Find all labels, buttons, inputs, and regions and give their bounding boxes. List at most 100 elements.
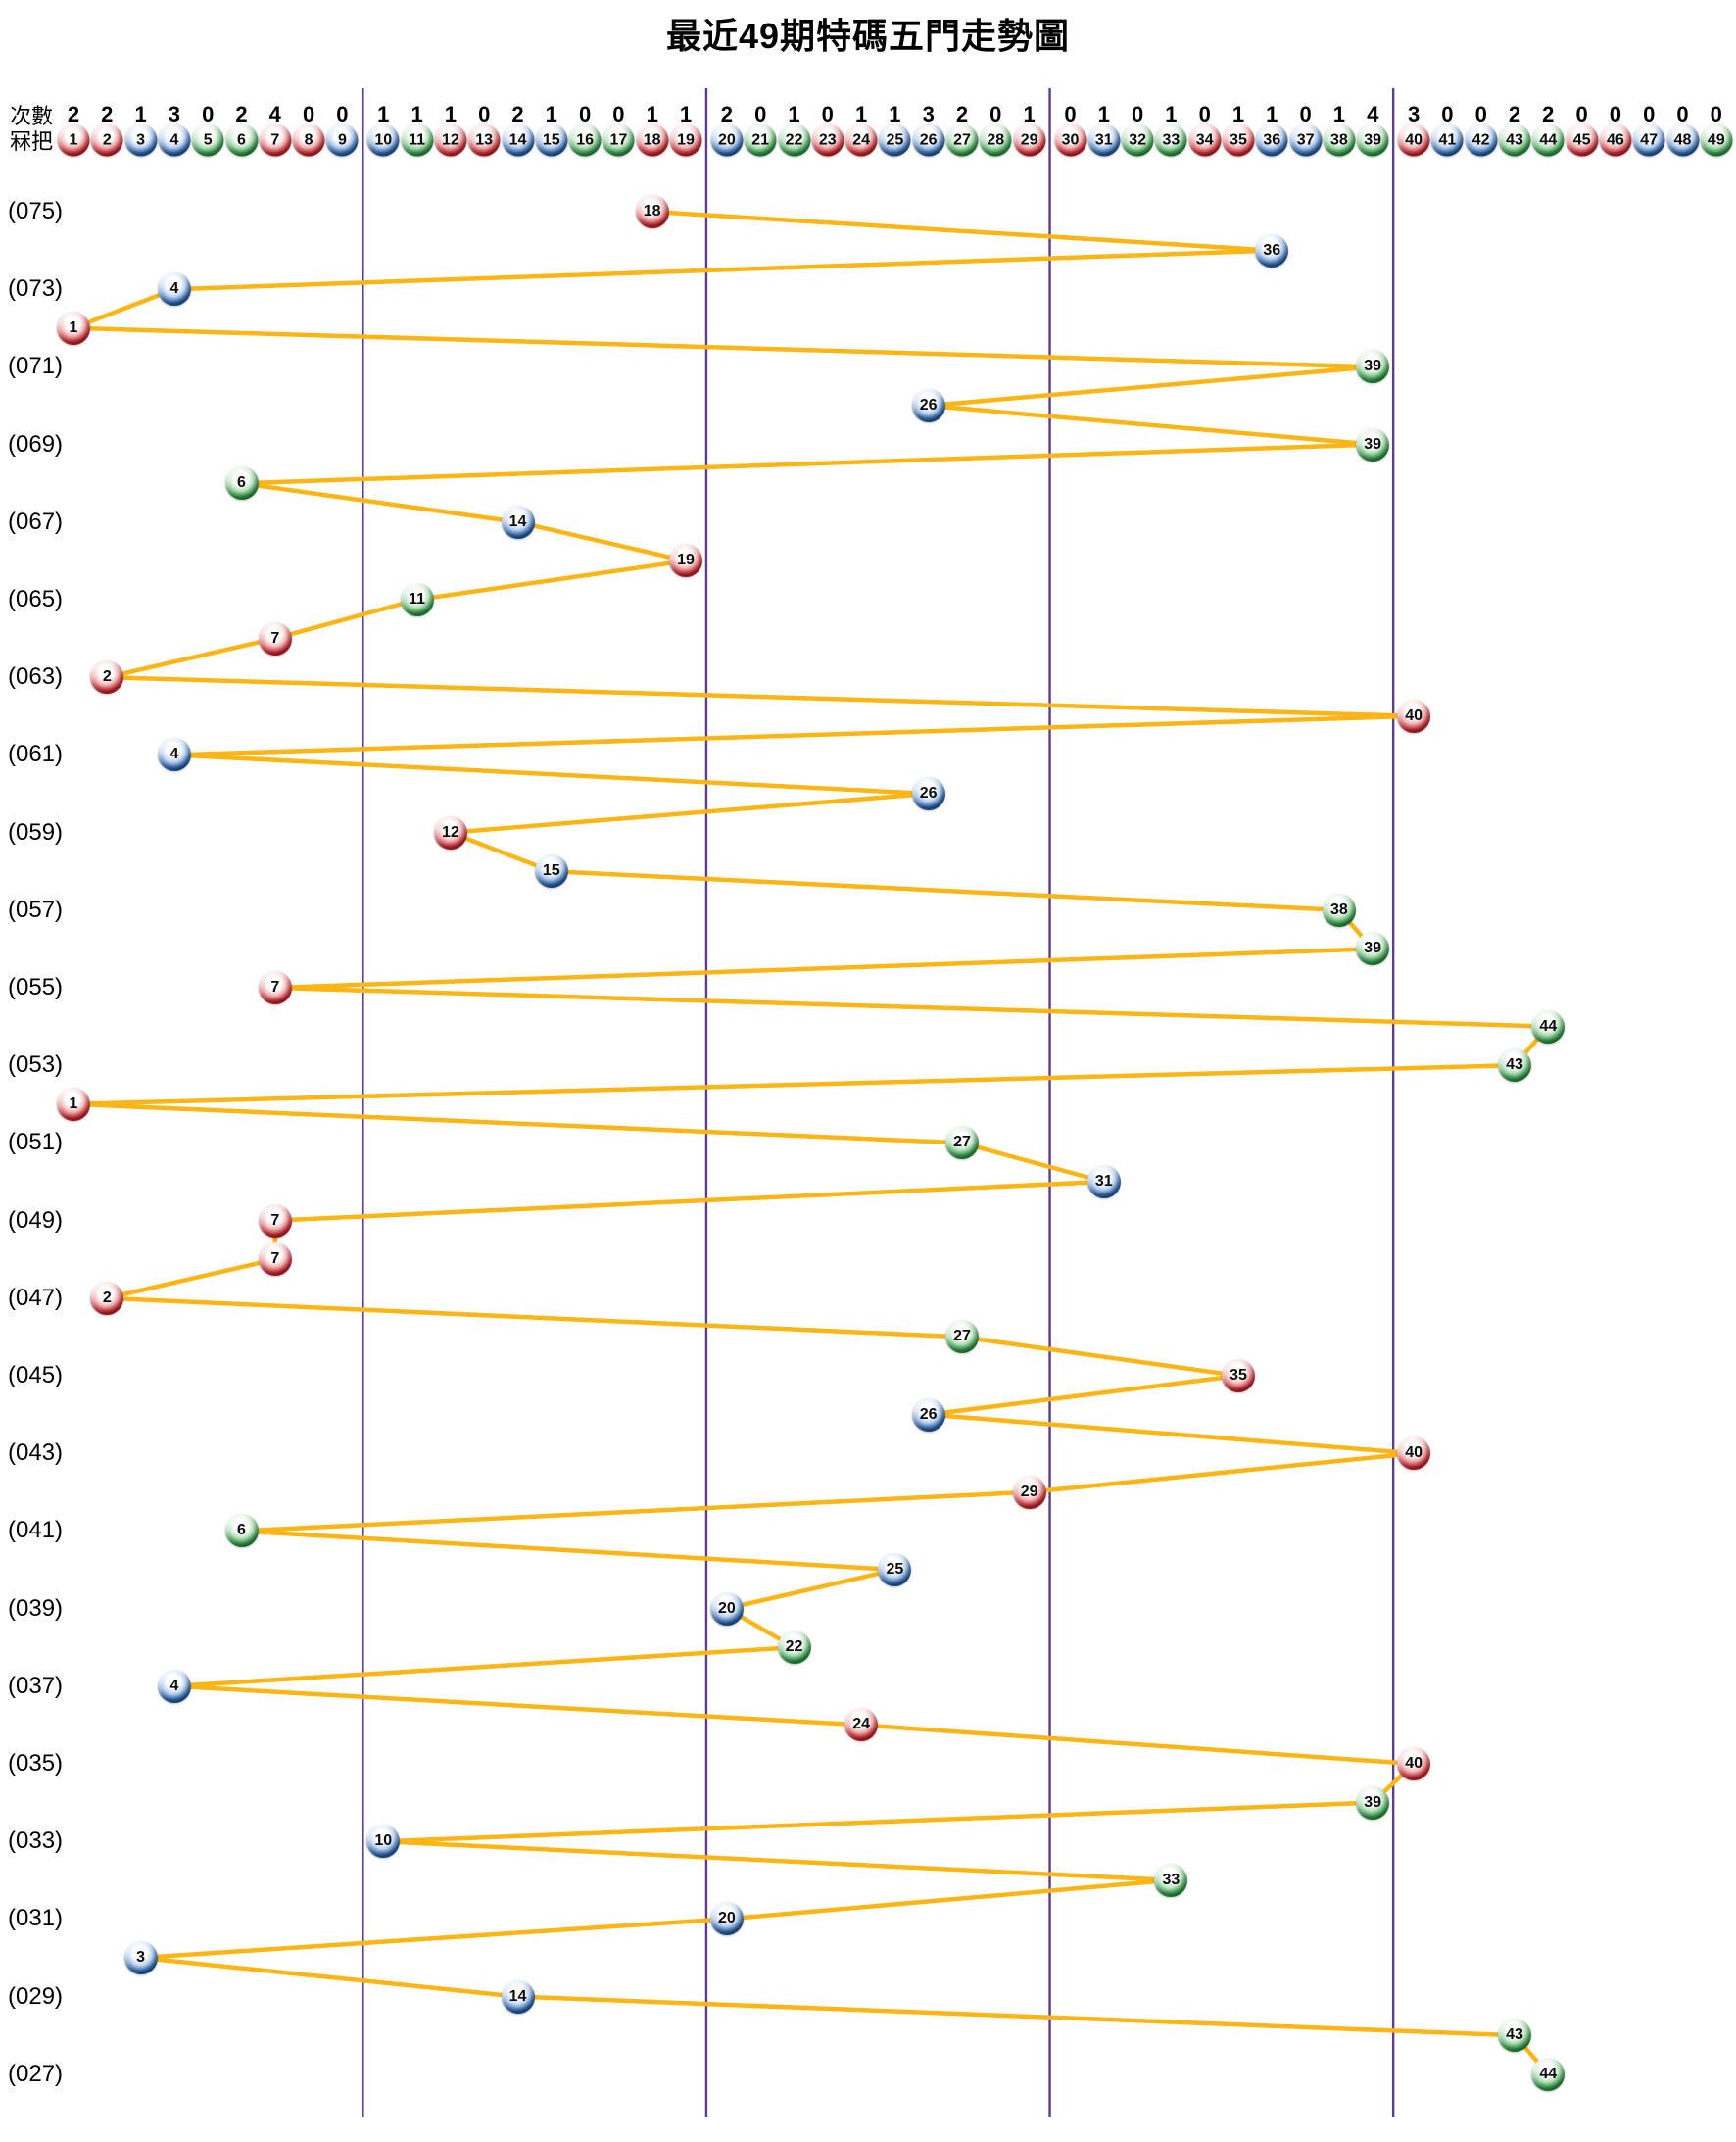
header-ball-37: 37 [1289,123,1323,157]
period-label-071: (071) [8,353,64,380]
count-value-49: 0 [1710,102,1722,126]
draw-ball-period-059: 12 [433,815,467,850]
header-ball-16: 16 [568,123,602,157]
period-label-065: (065) [8,586,64,612]
header-ball-44: 44 [1531,123,1565,157]
header-ball-6: 6 [225,123,258,157]
header-ball-24: 24 [844,123,878,157]
draw-ball-period-052: 1 [57,1087,90,1121]
header-ball-40: 40 [1397,123,1430,157]
header-ball-9: 9 [325,123,359,157]
draw-ball-period-046: 27 [945,1320,979,1354]
draw-ball-period-061: 4 [157,738,191,772]
draw-ball-period-049: 7 [258,1203,292,1238]
header-ball-2: 2 [90,123,123,157]
draw-ball-period-043: 40 [1397,1436,1431,1471]
count-value-37: 0 [1299,102,1312,126]
period-label-061: (061) [8,741,64,768]
draw-ball-period-071: 39 [1356,350,1390,384]
period-label-031: (031) [8,1905,64,1932]
draw-ball-period-065: 11 [400,583,434,616]
header-ball-11: 11 [401,123,434,157]
count-value-7: 4 [268,102,281,126]
draw-ball-period-033: 10 [366,1825,401,1859]
period-label-033: (033) [8,1827,64,1855]
count-value-24: 1 [854,102,868,126]
draw-ball-period-027: 44 [1531,2057,1566,2091]
count-value-43: 2 [1508,102,1521,126]
period-label-057: (057) [8,896,64,923]
header-ball-13: 13 [467,123,501,157]
header-ball-27: 27 [945,123,979,157]
count-value-27: 2 [955,102,969,126]
count-value-48: 0 [1676,102,1689,126]
count-value-20: 2 [720,102,734,126]
header-ball-8: 8 [292,123,325,157]
header-ball-21: 21 [744,123,777,157]
count-value-2: 2 [101,102,114,126]
header-ball-18: 18 [636,123,669,157]
period-label-053: (053) [8,1051,64,1079]
count-value-46: 0 [1609,102,1622,126]
header-ball-15: 15 [535,123,568,157]
header-ball-12: 12 [434,123,467,157]
draw-ball-period-047: 2 [90,1281,124,1315]
period-label-067: (067) [8,508,64,535]
count-value-26: 3 [922,102,935,126]
header-ball-49: 49 [1700,123,1733,157]
header-ball-41: 41 [1430,123,1464,157]
period-label-063: (063) [8,663,64,691]
draw-ball-period-036: 24 [844,1708,879,1742]
count-value-4: 3 [168,102,181,126]
header-ball-33: 33 [1154,123,1187,157]
header-ball-23: 23 [811,123,844,157]
count-value-36: 1 [1266,102,1278,126]
draw-ball-period-050: 31 [1086,1165,1121,1198]
count-value-6: 2 [235,102,248,126]
count-value-15: 1 [545,102,557,126]
period-label-075: (075) [8,198,64,224]
draw-ball-period-034: 39 [1356,1785,1390,1820]
count-value-41: 0 [1441,102,1454,126]
draw-ball-period-055: 7 [258,971,292,1004]
header-ball-30: 30 [1054,123,1086,157]
period-label-037: (037) [8,1672,64,1699]
header-ball-39: 39 [1356,123,1389,157]
count-value-8: 0 [302,102,315,126]
draw-ball-period-044: 26 [911,1397,945,1432]
header-ball-31: 31 [1087,123,1121,157]
period-label-073: (073) [8,275,64,303]
draw-ball-period-074: 36 [1255,233,1289,268]
draw-ball-period-039: 20 [709,1591,744,1626]
header-ball-20: 20 [710,123,744,157]
header-ball-28: 28 [979,123,1012,157]
period-label-035: (035) [8,1750,64,1777]
period-label-027: (027) [8,2060,64,2087]
draw-ball-period-073: 4 [157,272,191,307]
period-label-051: (051) [8,1129,64,1156]
header-ball-17: 17 [602,123,635,157]
count-value-19: 1 [679,102,693,126]
draw-ball-period-058: 15 [534,854,568,889]
draw-ball-period-069: 39 [1356,427,1390,462]
header-ball-42: 42 [1465,123,1498,157]
draw-ball-period-054: 44 [1531,1009,1566,1044]
count-value-23: 0 [821,102,834,126]
count-value-32: 0 [1131,102,1144,126]
period-label-047: (047) [8,1284,64,1311]
draw-ball-period-053: 43 [1498,1048,1531,1083]
draw-ball-period-037: 4 [157,1669,191,1703]
draw-ball-period-041: 6 [224,1514,259,1548]
draw-ball-period-045: 35 [1222,1359,1255,1392]
header-ball-35: 35 [1222,123,1255,157]
counts-row-label: 次數 [10,104,54,128]
period-label-045: (045) [8,1362,64,1388]
draw-ball-period-060: 26 [911,777,945,810]
numbers-row-label: 冧把 [10,129,54,154]
header-ball-43: 43 [1498,123,1531,157]
draw-ball-period-040: 25 [878,1553,912,1586]
period-label-039: (039) [8,1594,64,1622]
count-value-40: 3 [1407,102,1421,126]
